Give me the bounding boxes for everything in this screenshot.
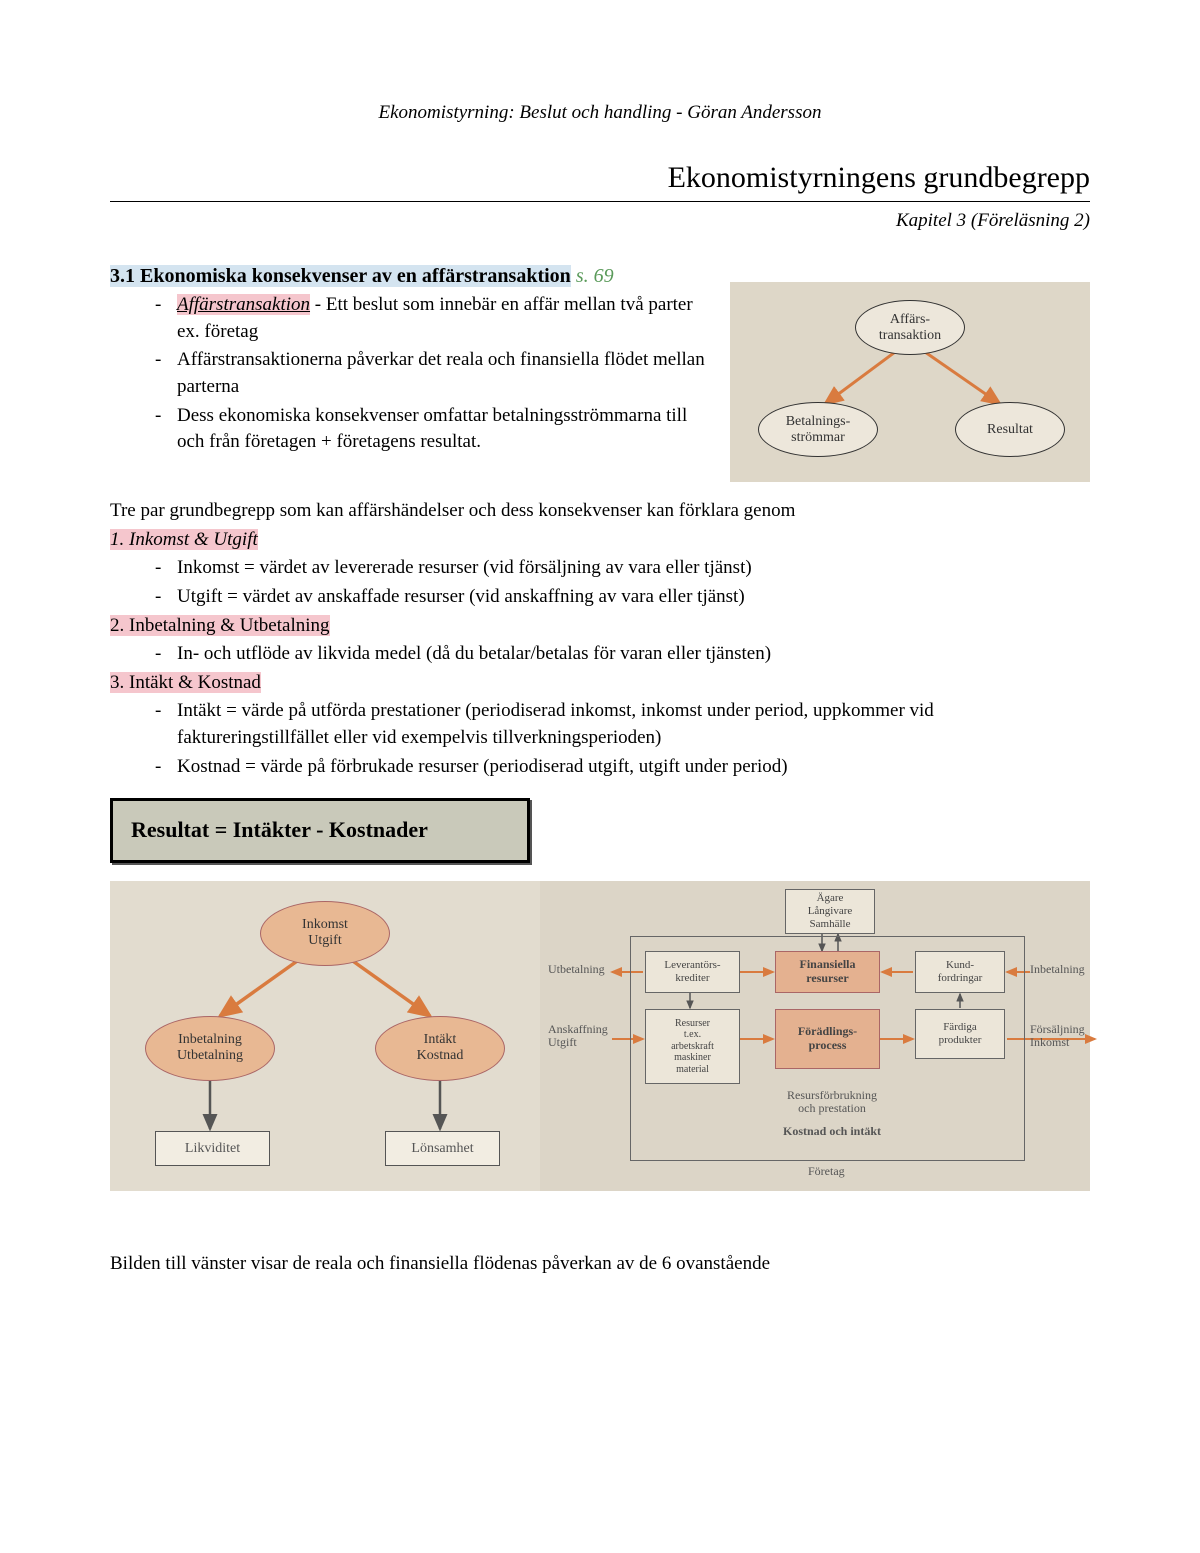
d3-res: Resurser t.ex. arbetskraft maskiner mate…: [645, 1009, 740, 1084]
term: Affärstransaktion: [177, 294, 310, 315]
formula-box: Resultat = Intäkter - Kostnader: [110, 798, 530, 863]
d3-lev: Leverantörs- krediter: [645, 951, 740, 993]
diagram-affarstransaktion: Affärs- transaktion Betalnings- strömmar…: [730, 282, 1090, 482]
d3-lbl-utbet: Utbetalning: [548, 963, 605, 976]
section-heading: 3.1 Ekonomiska konsekvenser av en affärs…: [110, 262, 710, 290]
pair-1-title: 1. Inkomst & Utgift: [110, 529, 258, 550]
d2-rect-lonsamhet: Lönsamhet: [385, 1131, 500, 1166]
d3-lbl-resfb: Resursförbrukning och prestation: [772, 1089, 892, 1115]
book-title: Ekonomistyrning: Beslut och handling - G…: [110, 100, 1090, 127]
pair-3-title: 3. Intäkt & Kostnad: [110, 672, 261, 693]
pair-3-items: Intäkt = värde på utförda prestationer (…: [110, 698, 1090, 780]
pair-3-item-2: Kostnad = värde på förbrukade resurser (…: [155, 754, 1090, 781]
section-bullets: Affärstransaktion - Ett beslut som inneb…: [110, 292, 710, 456]
pair-2-items: In- och utflöde av likvida medel (då du …: [110, 641, 1090, 668]
d3-lbl-inbet: Inbetalning: [1030, 963, 1085, 976]
pair-1: 1. Inkomst & Utgift: [110, 527, 1090, 554]
d2-node-top: Inkomst Utgift: [260, 901, 390, 966]
pair-3: 3. Intäkt & Kostnad: [110, 670, 1090, 697]
diagram-grundbegrepp: Inkomst Utgift Inbetalning Utbetalning I…: [110, 881, 540, 1191]
section-row: 3.1 Ekonomiska konsekvenser av en affärs…: [110, 262, 1090, 482]
d3-fin: Finansiella resurser: [775, 951, 880, 993]
d2-node-left: Inbetalning Utbetalning: [145, 1016, 275, 1081]
d3-lbl-kost: Kostnad och intäkt: [772, 1125, 892, 1138]
section-text: 3.1 Ekonomiska konsekvenser av en affärs…: [110, 262, 710, 458]
chapter-title: Ekonomistyrningens grundbegrepp: [110, 157, 1090, 202]
d1-node-right: Resultat: [955, 402, 1065, 457]
d1-node-left: Betalnings- strömmar: [758, 402, 878, 457]
d3-lbl-foretag: Företag: [808, 1165, 845, 1178]
section-heading-text: 3.1 Ekonomiska konsekvenser av en affärs…: [110, 265, 571, 287]
d2-node-right: Intäkt Kostnad: [375, 1016, 505, 1081]
pair-2: 2. Inbetalning & Utbetalning: [110, 613, 1090, 640]
bullet-1: Affärstransaktion - Ett beslut som inneb…: [155, 292, 710, 345]
chapter-subtitle: Kapitel 3 (Föreläsning 2): [110, 208, 1090, 235]
pair-3-item-1: Intäkt = värde på utförda prestationer (…: [155, 698, 1090, 751]
bullet-2: Affärstransaktionerna påverkar det reala…: [155, 347, 710, 400]
d1-node-top: Affärs- transaktion: [855, 300, 965, 355]
page-ref: s. 69: [576, 265, 614, 287]
d3-top-box: Ägare Långivare Samhälle: [785, 889, 875, 934]
d3-prod: Färdiga produkter: [915, 1009, 1005, 1059]
diagram-foretag-floden: Ägare Långivare Samhälle Leverantörs- kr…: [540, 881, 1090, 1191]
diagrams-row: Inkomst Utgift Inbetalning Utbetalning I…: [110, 881, 1090, 1191]
pair-1-items: Inkomst = värdet av levererade resurser …: [110, 555, 1090, 610]
pair-2-title: 2. Inbetalning & Utbetalning: [110, 615, 330, 636]
d2-rect-likviditet: Likviditet: [155, 1131, 270, 1166]
footer-text: Bilden till vänster visar de reala och f…: [110, 1251, 1090, 1278]
d3-kund: Kund- fordringar: [915, 951, 1005, 993]
d3-proc: Förädlings- process: [775, 1009, 880, 1069]
d3-lbl-fors: Försäljning Inkomst: [1030, 1023, 1085, 1049]
pair-2-item-1: In- och utflöde av likvida medel (då du …: [155, 641, 1090, 668]
bullet-3: Dess ekonomiska konsekvenser omfattar be…: [155, 403, 710, 456]
d3-lbl-ansk: Anskaffning Utgift: [548, 1023, 608, 1049]
pairs-intro: Tre par grundbegrepp som kan affärshände…: [110, 498, 1090, 525]
pair-1-item-2: Utgift = värdet av anskaffade resurser (…: [155, 584, 1090, 611]
pair-1-item-1: Inkomst = värdet av levererade resurser …: [155, 555, 1090, 582]
